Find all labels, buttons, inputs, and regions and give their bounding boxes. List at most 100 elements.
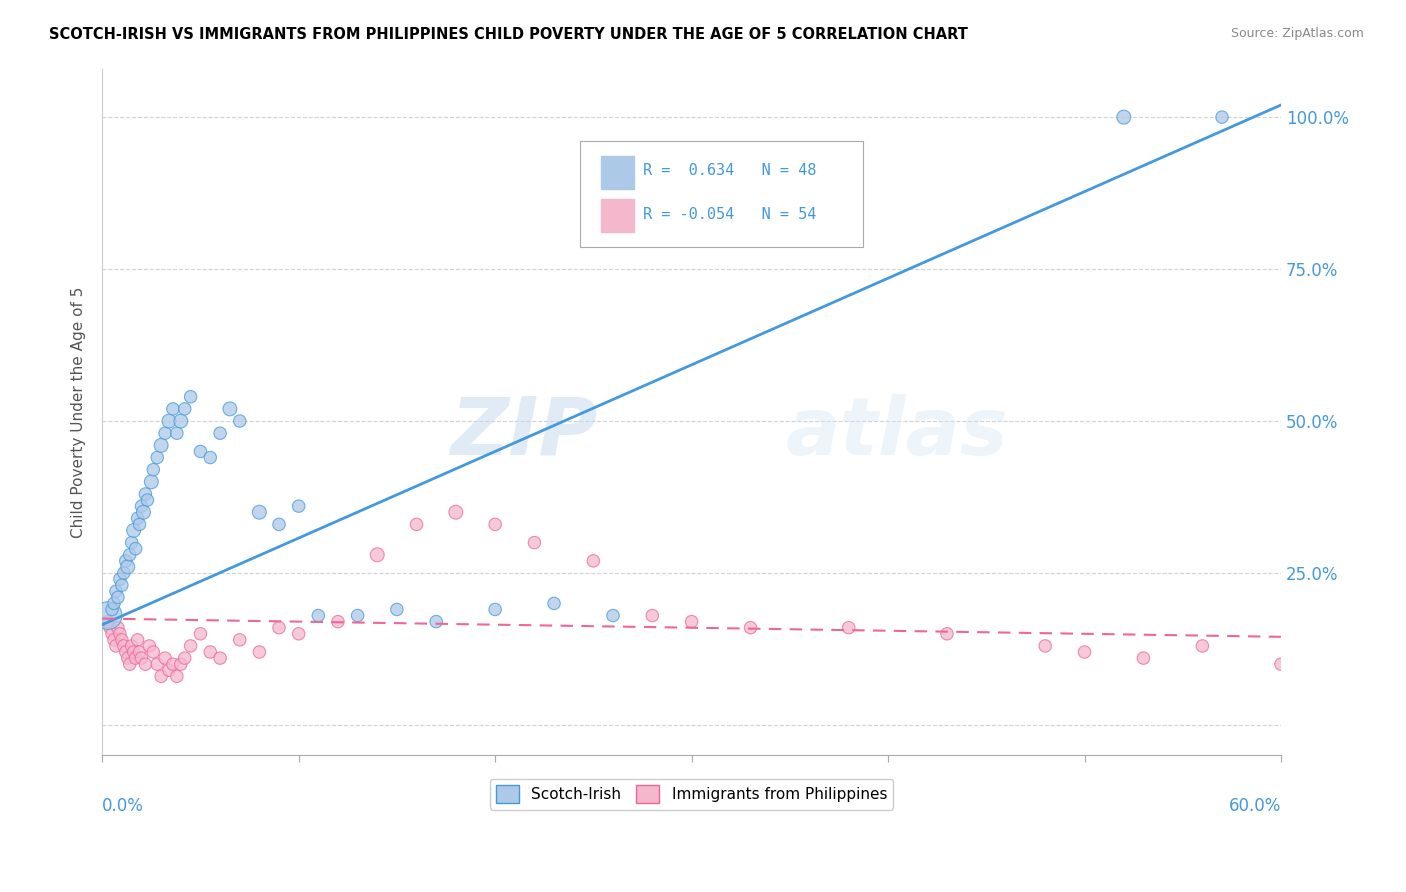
Point — [326, 615, 349, 629]
Point — [582, 554, 605, 568]
Point — [122, 524, 145, 538]
Point — [1132, 651, 1154, 665]
Point — [134, 657, 156, 672]
Point — [405, 517, 427, 532]
Point — [247, 645, 270, 659]
Text: atlas: atlas — [786, 393, 1008, 472]
Point — [838, 621, 860, 635]
Text: R =  0.634   N = 48: R = 0.634 N = 48 — [644, 162, 817, 178]
Point — [107, 591, 129, 605]
Point — [104, 584, 127, 599]
Point — [150, 669, 173, 683]
Point — [128, 645, 150, 659]
Point — [108, 627, 131, 641]
Point — [229, 414, 252, 428]
Point — [523, 535, 546, 549]
Point — [209, 426, 232, 441]
Point — [740, 621, 762, 635]
FancyBboxPatch shape — [579, 141, 862, 247]
Point — [1073, 645, 1095, 659]
Point — [128, 517, 150, 532]
Point — [180, 390, 202, 404]
Text: ZIP: ZIP — [450, 393, 598, 472]
Point — [124, 541, 146, 556]
Point — [346, 608, 368, 623]
Text: Source: ZipAtlas.com: Source: ZipAtlas.com — [1230, 27, 1364, 40]
Point — [114, 554, 136, 568]
Point — [124, 651, 146, 665]
Y-axis label: Child Poverty Under the Age of 5: Child Poverty Under the Age of 5 — [72, 286, 86, 538]
Point — [219, 401, 242, 416]
Point — [104, 639, 127, 653]
Point — [287, 627, 309, 641]
Text: 0.0%: 0.0% — [103, 797, 143, 814]
Point — [170, 414, 193, 428]
Bar — [600, 156, 634, 189]
Point — [101, 627, 124, 641]
Point — [131, 499, 153, 513]
Point — [103, 596, 125, 610]
Point — [142, 463, 165, 477]
Point — [641, 608, 664, 623]
Point — [97, 615, 120, 629]
Point — [162, 657, 184, 672]
Point — [146, 657, 169, 672]
Point — [112, 566, 135, 580]
Point — [162, 401, 184, 416]
Point — [118, 657, 141, 672]
Point — [229, 632, 252, 647]
Point — [936, 627, 959, 641]
Point — [200, 450, 222, 465]
Point — [141, 475, 163, 489]
Point — [157, 414, 180, 428]
Point — [101, 602, 124, 616]
Point — [307, 608, 329, 623]
Point — [209, 651, 232, 665]
Point — [138, 639, 160, 653]
Point — [98, 621, 121, 635]
Point — [1033, 639, 1056, 653]
Point — [111, 632, 134, 647]
Point — [170, 657, 193, 672]
Bar — [600, 199, 634, 232]
Point — [425, 615, 447, 629]
Point — [200, 645, 222, 659]
Point — [267, 621, 290, 635]
Point — [111, 578, 134, 592]
Point — [142, 645, 165, 659]
Point — [153, 426, 176, 441]
Point — [385, 602, 408, 616]
Point — [190, 627, 212, 641]
Point — [484, 602, 506, 616]
Point — [287, 499, 309, 513]
Text: SCOTCH-IRISH VS IMMIGRANTS FROM PHILIPPINES CHILD POVERTY UNDER THE AGE OF 5 COR: SCOTCH-IRISH VS IMMIGRANTS FROM PHILIPPI… — [49, 27, 969, 42]
Point — [1191, 639, 1213, 653]
Point — [444, 505, 467, 519]
Point — [1270, 657, 1292, 672]
Point — [114, 645, 136, 659]
Point — [602, 608, 624, 623]
Point — [132, 505, 155, 519]
Point — [247, 505, 270, 519]
Point — [190, 444, 212, 458]
Point — [1211, 110, 1233, 124]
Point — [150, 438, 173, 452]
Point — [157, 663, 180, 677]
Point — [136, 493, 159, 508]
Point — [97, 608, 120, 623]
Point — [117, 560, 139, 574]
Point — [681, 615, 703, 629]
Point — [180, 639, 202, 653]
Point — [146, 450, 169, 465]
Point — [127, 511, 149, 525]
Point — [118, 548, 141, 562]
Point — [166, 669, 188, 683]
Point — [117, 651, 139, 665]
Text: 60.0%: 60.0% — [1229, 797, 1281, 814]
Point — [122, 645, 145, 659]
Point — [103, 632, 125, 647]
Point — [1112, 110, 1135, 124]
Point — [153, 651, 176, 665]
Point — [131, 651, 153, 665]
Point — [121, 535, 143, 549]
